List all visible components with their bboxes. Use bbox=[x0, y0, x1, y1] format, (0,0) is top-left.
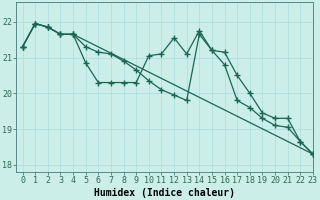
X-axis label: Humidex (Indice chaleur): Humidex (Indice chaleur) bbox=[94, 188, 235, 198]
